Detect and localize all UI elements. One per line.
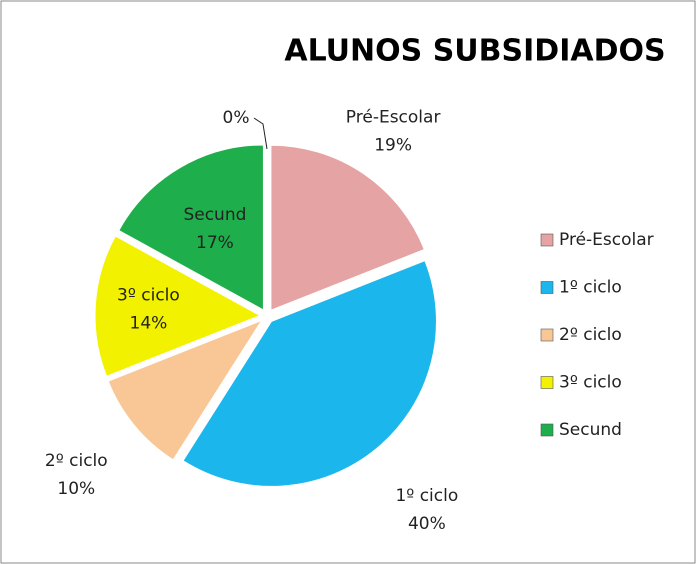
legend-label: 1º ciclo	[559, 278, 622, 298]
data-label-name: 3º ciclo	[117, 286, 180, 306]
legend-swatch	[540, 281, 554, 294]
legend-swatch	[540, 328, 554, 342]
legend-label: Secund	[559, 420, 622, 440]
legend-swatch	[540, 376, 554, 389]
data-label-value: 14%	[130, 314, 168, 334]
chart-title: ALUNOS SUBSIDIADOS	[284, 34, 665, 69]
data-label-value: 40%	[408, 514, 446, 534]
data-label-value: 19%	[374, 135, 412, 155]
legend-swatch	[540, 233, 554, 247]
pie-slice	[270, 144, 425, 311]
legend-label: Pré-Escolar	[559, 230, 654, 250]
legend-label: 2º ciclo	[559, 325, 622, 345]
legend-swatch	[540, 423, 554, 437]
data-label-value: 17%	[196, 233, 234, 253]
pie-slice	[94, 235, 262, 377]
pie-slice	[118, 144, 264, 311]
pie-slice	[107, 319, 263, 461]
data-label-name: 2º ciclo	[45, 451, 108, 471]
data-label-value: 10%	[57, 479, 95, 499]
data-label-value: 0%	[223, 108, 250, 128]
data-label-name: Pré-Escolar	[346, 107, 441, 127]
data-label-name: Secund	[183, 205, 246, 225]
data-label-name: 1º ciclo	[395, 486, 458, 506]
leader-line	[253, 117, 268, 150]
pie-slice	[182, 260, 437, 487]
legend-label: 3º ciclo	[559, 373, 622, 393]
